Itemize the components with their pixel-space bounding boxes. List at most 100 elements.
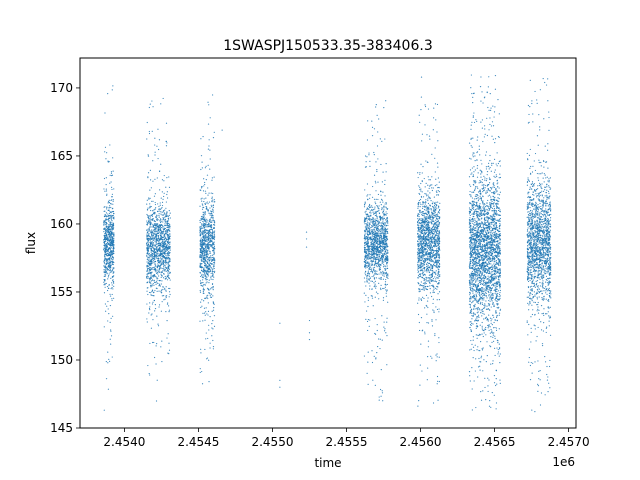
data-point [417, 302, 419, 304]
data-point [109, 267, 111, 269]
data-point [371, 235, 373, 237]
data-point [166, 197, 169, 199]
data-point [153, 268, 155, 270]
data-point [364, 247, 366, 249]
data-point [377, 224, 380, 226]
data-point [111, 299, 113, 302]
data-point [168, 214, 170, 217]
data-point [207, 148, 210, 150]
data-point [421, 180, 423, 182]
data-point [109, 360, 111, 362]
data-point [379, 388, 382, 391]
data-point [213, 325, 216, 328]
data-point [168, 309, 171, 311]
data-point [438, 212, 441, 214]
data-point [201, 223, 203, 225]
data-point [206, 313, 208, 315]
data-point [165, 145, 168, 147]
data-point [367, 253, 369, 255]
data-point [152, 262, 154, 264]
data-point [383, 287, 385, 290]
data-point [109, 271, 111, 274]
data-point [113, 243, 115, 246]
data-point [161, 360, 163, 363]
data-point [377, 158, 379, 160]
data-point [427, 223, 429, 225]
data-point [372, 209, 374, 211]
data-point [386, 262, 388, 264]
data-point [159, 202, 161, 204]
data-point [382, 237, 384, 239]
data-point [208, 230, 210, 232]
data-point [371, 275, 373, 278]
data-point [435, 178, 437, 180]
data-point [371, 262, 373, 264]
data-point [201, 242, 203, 244]
data-point [109, 211, 112, 214]
data-point [169, 241, 171, 243]
data-point [200, 252, 202, 254]
data-point [363, 219, 366, 221]
data-point [372, 217, 374, 219]
data-point [105, 248, 108, 250]
data-point [157, 237, 159, 240]
data-point [157, 239, 159, 242]
data-point [149, 277, 151, 280]
data-point [150, 242, 152, 245]
data-point [367, 383, 369, 386]
data-point [417, 405, 419, 407]
data-point [146, 229, 148, 231]
data-point [427, 108, 430, 110]
data-point [377, 264, 379, 266]
data-point [105, 260, 107, 262]
data-point [148, 263, 151, 265]
data-point [378, 396, 380, 398]
data-point [437, 211, 440, 213]
data-point [382, 235, 385, 237]
data-point [370, 264, 372, 266]
data-point [213, 131, 215, 133]
data-point [155, 345, 157, 347]
data-point [373, 235, 375, 237]
data-point [367, 272, 370, 274]
data-point [204, 167, 206, 169]
data-point [209, 262, 211, 264]
data-point [375, 242, 377, 245]
data-point [375, 202, 377, 205]
data-point [383, 245, 385, 248]
data-point [429, 248, 431, 250]
data-point [204, 217, 206, 219]
data-point [146, 237, 149, 239]
data-point [158, 253, 160, 255]
data-point [111, 262, 114, 264]
data-point [207, 239, 209, 242]
data-point [160, 211, 162, 213]
data-point [167, 237, 169, 240]
data-point [150, 250, 152, 252]
data-point [417, 203, 419, 205]
data-point [376, 210, 378, 212]
data-point [106, 267, 108, 269]
data-point [374, 257, 376, 259]
data-point [209, 220, 211, 222]
data-point [109, 295, 112, 297]
data-point [160, 197, 162, 199]
data-point [199, 231, 201, 233]
data-point [168, 176, 170, 178]
data-point [110, 335, 113, 337]
data-point [112, 260, 114, 263]
data-point [151, 238, 153, 240]
data-point [167, 258, 169, 260]
data-point [205, 270, 207, 272]
data-point [432, 209, 435, 211]
data-point [146, 121, 148, 124]
data-point [147, 276, 149, 278]
data-point [207, 310, 210, 312]
data-point [147, 293, 149, 296]
data-point [427, 367, 429, 369]
data-point [367, 228, 369, 230]
data-point [385, 163, 387, 165]
data-point [420, 196, 423, 198]
data-point [368, 264, 370, 266]
data-point [380, 229, 382, 231]
